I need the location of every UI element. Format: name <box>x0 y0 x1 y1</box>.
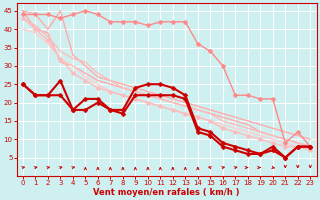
X-axis label: Vent moyen/en rafales ( km/h ): Vent moyen/en rafales ( km/h ) <box>93 188 240 197</box>
